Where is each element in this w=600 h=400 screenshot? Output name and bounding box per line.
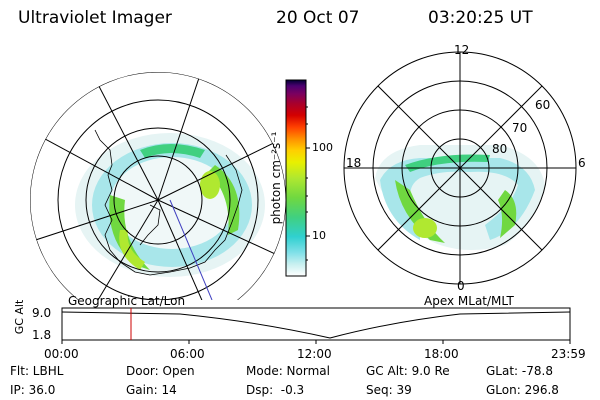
colorbar xyxy=(285,79,310,277)
imagery-panels xyxy=(30,51,577,300)
status-glon: GLon: 296.8 xyxy=(486,383,559,397)
altitude-ylabel: GC Alt xyxy=(13,299,26,335)
colorbar-gradient xyxy=(285,79,307,277)
status-door: Door: Open xyxy=(126,364,195,378)
satellite-track xyxy=(169,199,213,300)
status-gain: Gain: 14 xyxy=(126,383,177,397)
altitude-ytick-high: 9.0 xyxy=(32,306,52,320)
time-label: 03:20:25 UT xyxy=(428,8,533,28)
time-tick-1800: 18:00 xyxy=(424,347,459,361)
geographic-map xyxy=(30,72,286,300)
time-tick-2359: 23:59 xyxy=(551,347,586,361)
colorbar-tick-label-10: 10 xyxy=(312,229,326,242)
status-dsp: Dsp: -0.3 xyxy=(246,383,305,397)
altitude-curve xyxy=(61,311,571,339)
status-glat: GLat: -78.8 xyxy=(486,364,553,378)
mlat-label-60: 60 xyxy=(535,98,551,112)
altitude-x-ticks xyxy=(61,340,571,344)
altitude-plot xyxy=(61,307,571,344)
geographic-panel-label: Geographic Lat/Lon xyxy=(68,294,186,308)
mlt-label-18: 18 xyxy=(346,156,362,170)
mlt-label-6: 6 xyxy=(578,156,586,170)
time-tick-1200: 12:00 xyxy=(297,347,332,361)
status-ip: IP: 36.0 xyxy=(10,383,56,397)
mlt-grid xyxy=(344,52,576,284)
mlat-label-80: 80 xyxy=(492,142,508,156)
status-mode: Mode: Normal xyxy=(246,364,330,378)
altitude-ytick-low: 1.8 xyxy=(32,328,52,342)
apex-panel-label: Apex MLat/MLT xyxy=(424,294,514,308)
date-label: 20 Oct 07 xyxy=(276,8,360,28)
colorbar-unit-label: photon cm⁻²s⁻¹ xyxy=(269,131,283,225)
status-filter: Flt: LBHL xyxy=(10,364,64,378)
mlt-label-0: 0 xyxy=(457,279,465,293)
status-gc-alt: GC Alt: 9.0 Re xyxy=(366,364,450,378)
time-tick-0600: 06:00 xyxy=(170,347,205,361)
status-seq: Seq: 39 xyxy=(366,383,412,397)
mlat-label-70: 70 xyxy=(512,121,528,135)
mlt-label-12: 12 xyxy=(454,43,470,57)
instrument-title: Ultraviolet Imager xyxy=(18,8,172,28)
geo-latitude-grid xyxy=(30,72,286,300)
colorbar-tick-label-100: 100 xyxy=(312,141,333,154)
time-tick-0000: 00:00 xyxy=(44,347,79,361)
magnetic-polar-plot xyxy=(343,51,577,285)
